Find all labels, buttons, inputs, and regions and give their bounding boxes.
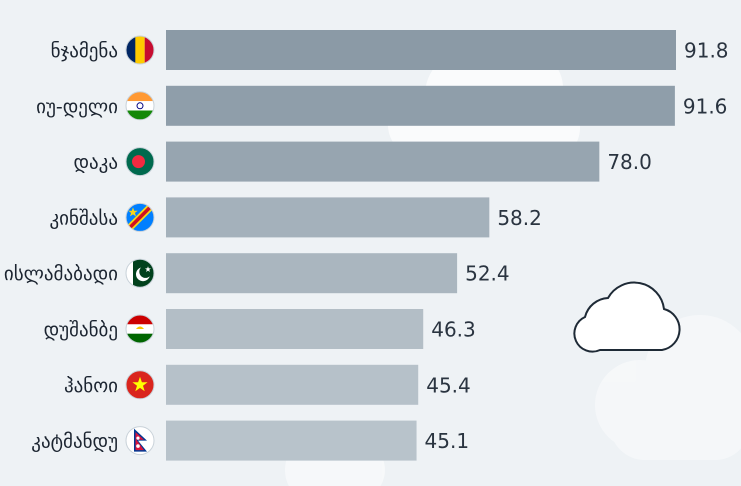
value-label: 46.3 bbox=[431, 318, 476, 342]
bangladesh-flag-icon bbox=[125, 147, 155, 177]
value-label: 91.8 bbox=[684, 39, 729, 63]
bar-row: ჰანოი 45.4 bbox=[64, 364, 471, 405]
bar bbox=[166, 30, 676, 70]
nepal-flag-icon bbox=[125, 426, 155, 456]
bar bbox=[166, 364, 419, 405]
category-label: დაკა bbox=[73, 152, 118, 174]
category-label: დუშანბე bbox=[44, 319, 118, 341]
vietnam-flag-icon bbox=[125, 370, 155, 400]
bar bbox=[166, 309, 424, 349]
bar-row: კინშასა 58.2 bbox=[49, 197, 542, 238]
bar-row: დაკა 78.0 bbox=[73, 141, 652, 182]
category-label: ნჯამენა bbox=[51, 40, 118, 62]
bar bbox=[166, 197, 490, 238]
category-label: ისლამაბადი bbox=[4, 263, 118, 285]
value-label: 45.1 bbox=[425, 429, 470, 453]
bar-row: ისლამაბადი 52.4 bbox=[4, 253, 510, 294]
bar bbox=[166, 420, 417, 461]
value-label: 58.2 bbox=[497, 206, 542, 230]
category-label: კინშასა bbox=[49, 207, 118, 229]
bar-row: იუ-დელი 91.6 bbox=[36, 85, 728, 126]
bar-row: ნჯამენა 91.8 bbox=[51, 30, 729, 70]
value-label: 45.4 bbox=[426, 373, 471, 397]
chart-rows: ნჯამენა 91.8 იუ-დელი 91.6 დაკა 78.0 კინშასა 58.… bbox=[4, 30, 729, 461]
value-label: 91.6 bbox=[683, 94, 728, 118]
chad-flag-icon bbox=[125, 35, 155, 65]
cloud-outline-icon bbox=[573, 281, 681, 353]
category-label: იუ-დელი bbox=[36, 96, 118, 118]
value-label: 78.0 bbox=[607, 150, 652, 174]
bar bbox=[166, 85, 675, 126]
category-label: ჰანოი bbox=[64, 375, 118, 397]
bar bbox=[166, 141, 600, 182]
bar bbox=[166, 253, 458, 294]
bar-row: კატმანდუ 45.1 bbox=[31, 420, 470, 461]
tajikistan-flag-icon bbox=[125, 314, 155, 344]
category-label: კატმანდუ bbox=[31, 431, 118, 453]
india-flag-icon bbox=[125, 91, 155, 121]
pakistan-flag-icon bbox=[125, 258, 155, 288]
value-label: 52.4 bbox=[465, 262, 510, 286]
bar-row: დუშანბე 46.3 bbox=[44, 309, 476, 349]
dr-congo-flag-icon bbox=[125, 202, 155, 232]
